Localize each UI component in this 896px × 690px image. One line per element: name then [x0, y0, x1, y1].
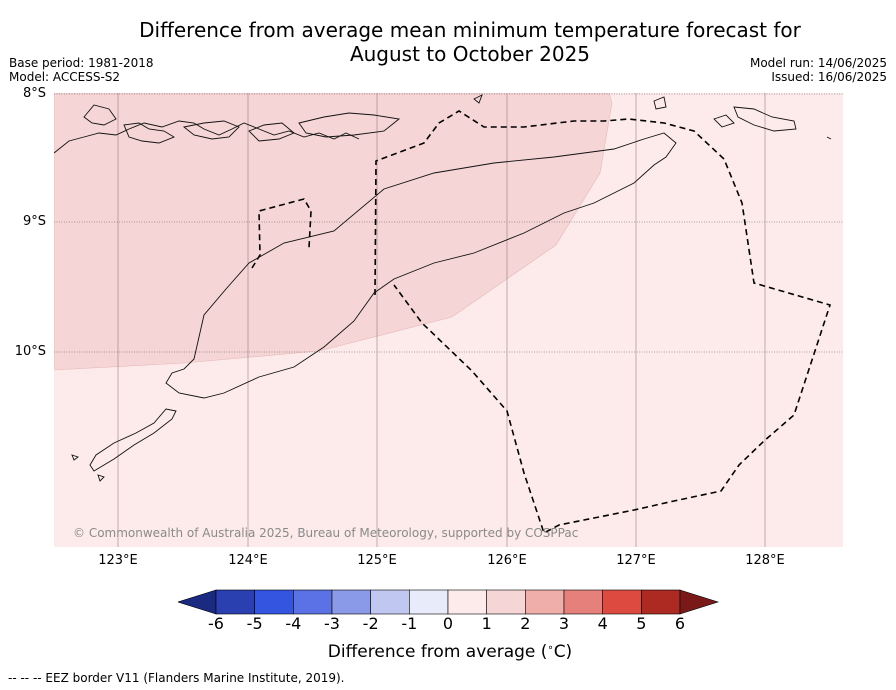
colorbar-tick-label: -2 — [362, 614, 379, 633]
colorbar-tick-label: 0 — [442, 614, 454, 633]
colorbar-over-arrow — [679, 589, 719, 615]
colorbar-tick-label: -5 — [246, 614, 263, 633]
island-7 — [713, 114, 735, 128]
map-title: Difference from average mean minimum tem… — [100, 18, 840, 66]
lat-label-8s: 8°S — [22, 86, 46, 101]
colorbar-tick-label: 5 — [636, 614, 647, 633]
island-8 — [826, 136, 832, 140]
coastlines — [54, 94, 832, 482]
colorbar-cell — [293, 589, 333, 615]
colorbar-cell — [486, 589, 526, 615]
degree-symbol: ∘ — [547, 642, 554, 654]
colorbar-tick-label: 6 — [674, 614, 686, 633]
meta-left: Base period: 1981-2018 Model: ACCESS-S2 — [9, 56, 154, 84]
colorbar-tick-label: 3 — [558, 614, 570, 633]
model-run: Model run: 14/06/2025 — [749, 56, 887, 70]
colorbar-tick-label: -1 — [401, 614, 418, 633]
lon-label-124e: 124°E — [228, 553, 268, 568]
colorbar-label: Difference from average (∘C) — [250, 642, 650, 662]
colorbar-label-unit: C) — [553, 642, 573, 662]
model-name: Model: ACCESS-S2 — [9, 70, 121, 84]
title-line-2: August to October 2025 — [349, 42, 591, 66]
lon-label-126e: 126°E — [487, 553, 527, 568]
coastline-timor — [165, 132, 677, 399]
island-10 — [97, 474, 105, 482]
copyright-notice: © Commonwealth of Australia 2025, Bureau… — [73, 526, 579, 540]
title-line-1: Difference from average mean minimum tem… — [139, 18, 801, 42]
colorbar-cell — [370, 589, 410, 615]
colorbar-tick-label: 2 — [520, 614, 531, 633]
colorbar-tick-label: -6 — [208, 614, 224, 633]
island-4 — [248, 122, 295, 142]
island-rote — [89, 408, 177, 472]
eez-border-oecusse — [251, 198, 312, 269]
issued-date: Issued: 16/06/2025 — [771, 70, 887, 84]
colorbar-tick-label: -4 — [285, 614, 302, 633]
lon-gridlines — [117, 93, 766, 547]
colorbar — [178, 589, 719, 615]
colorbar-cell — [447, 589, 487, 615]
colorbar-cell — [563, 589, 603, 615]
island-alor — [298, 112, 401, 138]
colorbar-cell — [254, 589, 294, 615]
colorbar-cells — [215, 589, 681, 615]
island-1 — [83, 104, 117, 126]
island-6 — [733, 106, 797, 132]
lon-label-125e: 125°E — [357, 553, 397, 568]
island-9 — [71, 454, 79, 461]
eez-borders — [251, 110, 832, 535]
colorbar-label-text: Difference from average ( — [327, 642, 548, 662]
lat-gridlines — [54, 93, 843, 353]
colorbar-cell — [525, 589, 565, 615]
meta-right: Model run: 14/06/2025 Issued: 16/06/2025 — [750, 56, 887, 84]
island-5 — [653, 96, 667, 110]
coastline-flores — [54, 120, 360, 154]
colorbar-cell — [641, 589, 681, 615]
lon-label-123e: 123°E — [98, 553, 138, 568]
island-11 — [473, 94, 483, 104]
colorbar-cell — [331, 589, 371, 615]
colorbar-under-arrow — [178, 589, 217, 615]
lon-label-127e: 127°E — [616, 553, 656, 568]
eez-footer-note: -- -- -- EEZ border V11 (Flanders Marine… — [8, 671, 345, 685]
forecast-map — [54, 93, 843, 547]
base-period: Base period: 1981-2018 — [9, 56, 154, 70]
colorbar-tick-label: 4 — [597, 614, 608, 633]
island-2 — [123, 122, 176, 144]
colorbar-tick-label: -3 — [324, 614, 340, 633]
colorbar-cell — [602, 589, 642, 615]
island-3 — [182, 120, 240, 140]
lat-label-10s: 10°S — [14, 344, 46, 359]
colorbar-tick-label: 1 — [481, 614, 492, 633]
eez-border-timor-leste — [374, 110, 832, 535]
lat-label-9s: 9°S — [22, 214, 46, 229]
lon-label-128e: 128°E — [745, 553, 785, 568]
colorbar-cell — [409, 589, 449, 615]
colorbar-cell — [215, 589, 255, 615]
